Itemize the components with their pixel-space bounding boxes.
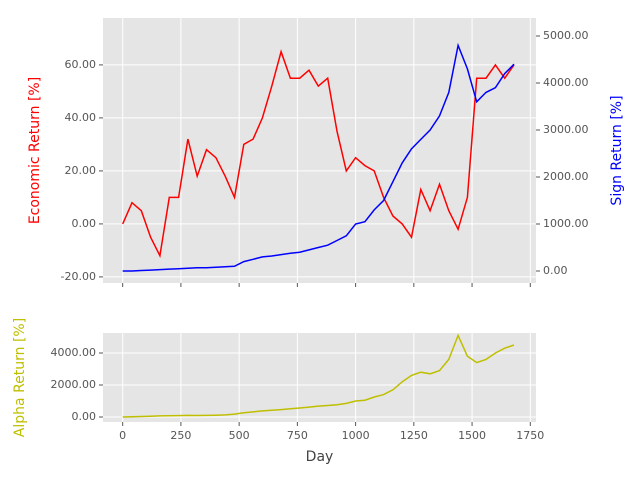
x-tick-label: 1750 [516,429,544,442]
y-tick-label: 20.00 [65,164,97,177]
y2-axis-label: Sign Return [%] [609,95,625,205]
y-tick-label: 4000.00 [51,346,97,359]
x-tick-label: 1250 [400,429,428,442]
plot-area [103,18,536,283]
x-tick-label: 1000 [342,429,370,442]
y-tick-label: 60.00 [65,58,97,71]
y-axis-label: Economic Return [%] [27,77,43,224]
y-tick-label: 0.00 [72,410,97,423]
series-line [122,49,515,259]
x-tick-label: 500 [229,429,250,442]
x-tick-label: 750 [287,429,308,442]
y2-tick-label: 4000.00 [543,76,589,89]
y-tick-label: 2000.00 [51,378,97,391]
x-tick-label: 1500 [458,429,486,442]
y-tick-label: 0.00 [72,217,97,230]
x-tick-label: 250 [170,429,191,442]
x-tick-label: 0 [119,429,126,442]
plot-area [103,333,536,422]
y2-tick-label: 1000.00 [543,217,589,230]
series-line [122,333,515,418]
x-axis-label: Day [306,449,334,465]
y-axis-label: Alpha Return [%] [12,318,28,437]
y-tick-label: -20.00 [61,270,96,283]
y2-tick-label: 3000.00 [543,123,589,136]
y2-tick-label: 5000.00 [543,29,589,42]
y-tick-label: 40.00 [65,111,97,124]
y2-tick-label: 2000.00 [543,170,589,183]
series-line [122,42,515,272]
y2-tick-label: 0.00 [543,264,568,277]
